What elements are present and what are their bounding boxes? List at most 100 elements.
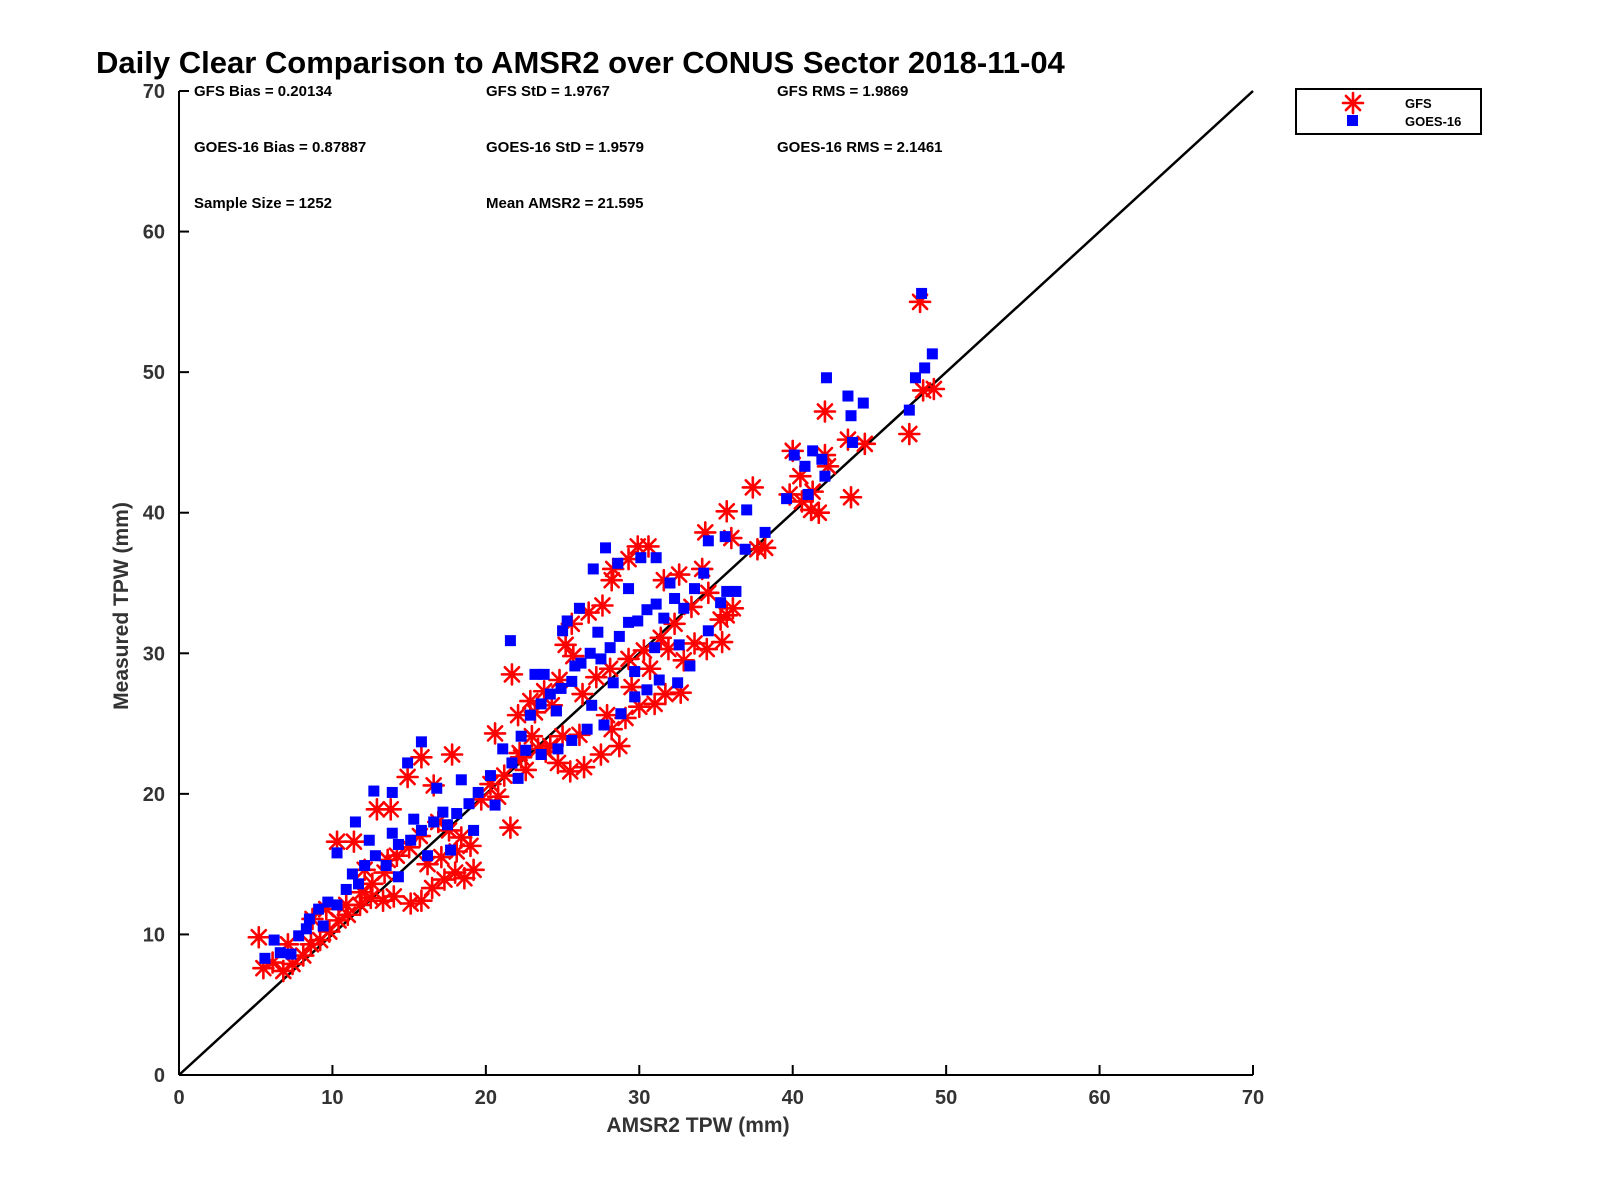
x-tick-label: 10 — [321, 1087, 343, 1109]
goes16-point — [684, 660, 696, 672]
goes16-point — [402, 757, 414, 769]
goes16-point — [538, 668, 550, 680]
goes16-point — [504, 635, 516, 647]
goes16-point — [386, 786, 398, 798]
goes16-point — [635, 552, 647, 564]
gfs-point — [663, 612, 686, 636]
goes16-point — [623, 583, 635, 595]
y-tick-label: 50 — [143, 362, 165, 384]
y-tick-label: 0 — [154, 1065, 165, 1087]
gfs-point — [710, 630, 734, 654]
goes16-point — [689, 583, 701, 595]
goes16-point — [529, 668, 541, 680]
gfs-point — [499, 816, 522, 839]
legend: GFS GOES-16 — [1295, 88, 1482, 135]
goes16-point — [472, 786, 484, 798]
gfs-point — [410, 746, 433, 769]
gfs-point — [654, 682, 677, 706]
goes16-point — [592, 626, 604, 638]
gfs-point — [571, 682, 594, 706]
goes16-point — [612, 557, 624, 569]
goes16-point — [442, 819, 453, 831]
goes16-point — [739, 543, 751, 555]
goes16-point — [303, 913, 315, 925]
goes16-point — [415, 824, 427, 836]
goes16-point — [331, 847, 343, 859]
goes16-point — [820, 372, 832, 384]
x-axis-label: AMSR2 TPW (mm) — [606, 1114, 789, 1137]
goes16-point — [349, 816, 361, 828]
goes16-point — [719, 531, 731, 543]
goes16-point — [274, 947, 286, 959]
gfs-point — [617, 647, 640, 671]
gfs-point — [572, 755, 596, 779]
gfs-point — [382, 885, 406, 908]
goes16-point — [569, 660, 581, 672]
goes16-point — [672, 677, 684, 689]
goes16-point — [346, 868, 358, 880]
goes16-point — [363, 834, 375, 846]
goes16-point — [721, 585, 733, 597]
goes16-point — [455, 774, 467, 786]
goes16-point — [520, 744, 532, 756]
gfs-point — [365, 798, 389, 821]
gfs-point — [709, 608, 732, 631]
gfs-point — [741, 476, 765, 499]
gfs-point — [807, 501, 831, 525]
goes16-point — [613, 630, 625, 642]
goes16-point — [268, 934, 280, 946]
goes16-point — [369, 850, 381, 862]
goes16-point — [408, 813, 420, 825]
goes16-point — [285, 948, 297, 960]
goes16-point — [909, 372, 921, 384]
gfs-point — [500, 663, 524, 686]
y-tick-label: 70 — [143, 81, 165, 103]
legend-box — [1295, 88, 1482, 135]
goes16-point — [759, 526, 771, 538]
gfs-point — [440, 743, 464, 766]
goes16-point — [524, 709, 536, 721]
legend-gfs-marker — [1341, 91, 1365, 115]
gfs-point — [291, 944, 315, 967]
goes16-point — [607, 677, 619, 689]
goes16-point — [799, 460, 811, 472]
stat-annotation: Mean AMSR2 = 21.595 — [486, 195, 643, 212]
goes16-point — [629, 691, 641, 703]
x-tick-label: 70 — [1242, 1087, 1264, 1109]
goes16-point — [857, 397, 869, 409]
y-tick-label: 30 — [143, 643, 165, 665]
goes16-point — [581, 723, 593, 735]
goes16-point — [512, 772, 524, 784]
gfs-point — [492, 764, 516, 787]
goes16-point — [623, 616, 635, 628]
x-tick-label: 40 — [782, 1087, 804, 1109]
goes16-point — [566, 734, 578, 746]
goes16-point — [678, 602, 690, 614]
goes16-point — [629, 666, 641, 678]
goes16-point — [573, 602, 585, 614]
goes16-series — [259, 287, 938, 964]
goes16-point — [669, 592, 681, 604]
gfs-point — [410, 889, 433, 912]
gfs-point — [520, 724, 544, 748]
goes16-point — [641, 604, 653, 616]
goes16-point — [550, 705, 562, 717]
stat-annotation: GFS StD = 1.9767 — [486, 83, 610, 100]
goes16-point — [552, 743, 564, 755]
goes16-point — [463, 798, 475, 810]
goes16-point — [428, 816, 440, 828]
goes16-point — [359, 860, 371, 872]
goes16-point — [313, 903, 325, 915]
identity-reference-line — [178, 90, 1254, 1076]
gfs-point — [746, 537, 769, 561]
goes16-point — [926, 348, 938, 360]
plot-area — [178, 91, 1253, 1076]
goes16-point — [595, 653, 607, 665]
goes16-point — [422, 850, 434, 862]
gfs-point — [695, 637, 719, 661]
goes16-point — [331, 899, 343, 911]
goes16-point — [515, 730, 527, 742]
goes16-point — [322, 896, 334, 908]
gfs-point — [638, 657, 662, 681]
goes16-point — [649, 642, 661, 654]
